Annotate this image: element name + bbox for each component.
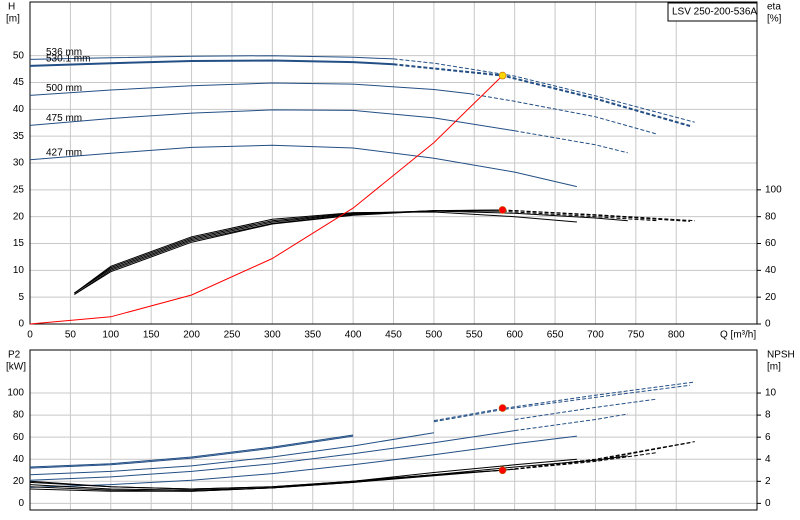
curve-label: 530.1 mm [46,54,90,65]
curve-label: 475 mm [46,113,82,124]
y2-tick-label: 0 [765,319,771,330]
curve [29,458,577,492]
x-tick-label: 100 [102,330,119,341]
x-tick-label: 200 [183,330,200,341]
y2-tick-label: 8 [765,410,771,421]
y2-axis-title: NPSH [767,350,795,361]
x-tick-label: 350 [304,330,321,341]
curve [29,55,394,60]
y2-axis-unit: [%] [767,14,782,25]
y2-tick-label: 0 [765,498,771,509]
y-tick-label: 30 [13,158,25,169]
curve [29,455,628,492]
curve-extension [514,398,657,420]
curve-extension [393,58,695,123]
x-tick-label: 250 [224,330,241,341]
label-box [667,2,758,22]
duty-point [498,71,507,80]
y2-tick-label: 100 [765,184,782,195]
curve-extension [514,413,628,432]
plot-frame [29,1,758,325]
curve-extension [514,130,628,154]
y2-tick-label: 60 [765,238,777,249]
x-tick-label: 500 [426,330,443,341]
y-tick-label: 80 [13,410,25,421]
x-tick-label: 650 [547,330,564,341]
x-tick-label: 600 [506,330,523,341]
curve-extension [433,381,695,422]
curve [29,59,394,67]
x-tick-label: 300 [264,330,281,341]
y-axis-title: H [8,2,15,13]
x-tick-label: 0 [27,330,33,341]
curve [29,435,354,469]
x-tick-label: 150 [143,330,160,341]
curve [74,210,628,294]
y-tick-label: 45 [13,77,25,88]
y2-tick-label: 40 [765,265,777,276]
y-tick-label: 50 [13,50,25,61]
y2-tick-label: 6 [765,432,771,443]
y-tick-label: 10 [13,265,25,276]
duty-point [498,466,507,475]
curve-extension [514,452,657,470]
y-tick-label: 40 [13,454,25,465]
curve-extension [470,93,657,135]
y2-axis-title: eta [767,2,781,13]
y-axis-title: P2 [8,350,21,361]
y-tick-label: 40 [13,104,25,115]
duty-point [498,206,507,214]
curve [29,109,515,132]
y2-tick-label: 4 [765,454,771,465]
x-tick-label: 750 [627,330,644,341]
curve-extension [502,209,691,222]
y-tick-label: 35 [13,131,25,142]
duty-point [498,404,507,412]
curve-extension [502,210,657,222]
y-tick-label: 5 [18,292,24,303]
x-axis-title: Q [m³/h] [720,330,756,341]
curve [29,144,578,188]
x-tick-label: 450 [385,330,402,341]
curve [29,432,434,476]
x-tick-label: 550 [466,330,483,341]
y2-tick-label: 2 [765,476,771,487]
y-axis-unit: [m] [6,14,20,25]
curve [29,435,577,488]
curve-label: 500 mm [46,83,82,94]
curve [29,75,503,325]
curve-label: 427 mm [46,147,82,158]
y-tick-label: 100 [7,388,24,399]
x-tick-label: 700 [587,330,604,341]
y-tick-label: 0 [18,319,24,330]
y-tick-label: 20 [13,476,25,487]
y2-axis-unit: [m] [767,362,781,373]
y2-tick-label: 10 [765,388,777,399]
curve-label: 536 mm [46,47,82,58]
x-tick-label: 50 [65,330,77,341]
product-label: LSV 250-200-536A [672,7,757,18]
curve [29,430,515,481]
y-tick-label: 60 [13,432,25,443]
plot-frame [29,349,758,511]
x-tick-label: 400 [345,330,362,341]
curve [74,211,577,294]
y2-tick-label: 20 [765,292,777,303]
x-tick-label: 800 [668,330,685,341]
y-tick-label: 0 [18,498,24,509]
y-tick-label: 20 [13,211,25,222]
curve-extension [433,384,691,423]
y-tick-label: 15 [13,238,25,249]
curve [29,434,354,468]
curve [29,82,471,96]
y-axis-unit: [kW] [6,362,26,373]
y-tick-label: 25 [13,184,25,195]
y2-tick-label: 80 [765,211,777,222]
